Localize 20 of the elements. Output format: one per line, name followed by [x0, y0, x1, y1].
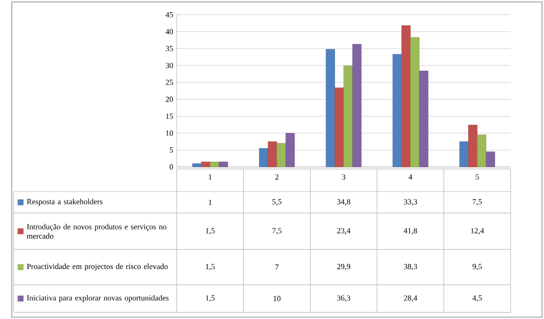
bar: [259, 148, 268, 168]
bar: [334, 88, 344, 168]
bar: [192, 163, 202, 168]
bar: [352, 44, 362, 168]
bar: [392, 54, 402, 168]
bar: [218, 162, 228, 168]
bar: [486, 151, 496, 168]
bar: [326, 49, 335, 168]
bar: [459, 141, 469, 168]
bar: [286, 132, 295, 168]
bar: [401, 25, 411, 168]
bar: [201, 162, 210, 168]
bar: [268, 141, 278, 168]
bar: [477, 134, 486, 168]
bar: [276, 143, 286, 168]
bar: [419, 70, 428, 168]
bar: [344, 66, 353, 168]
bar: [468, 124, 478, 168]
bar: [410, 37, 420, 168]
bar: [210, 162, 220, 168]
